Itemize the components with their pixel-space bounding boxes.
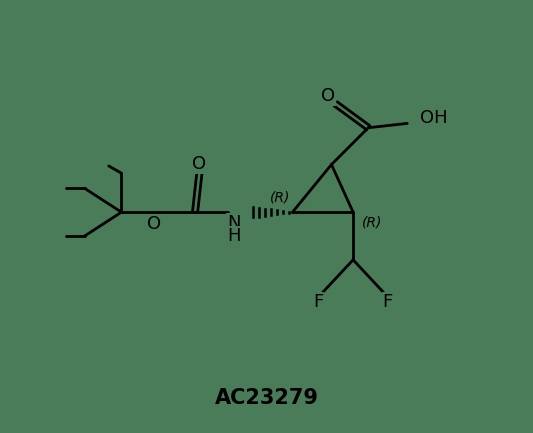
Text: OH: OH (420, 109, 448, 127)
Text: O: O (192, 155, 206, 173)
Text: F: F (383, 293, 393, 311)
Text: F: F (313, 293, 324, 311)
Text: AC23279: AC23279 (214, 388, 319, 408)
Text: O: O (147, 215, 161, 233)
Text: H: H (227, 227, 241, 245)
Text: (R): (R) (270, 190, 290, 204)
Text: (R): (R) (362, 216, 383, 230)
Text: O: O (321, 87, 335, 105)
Text: N: N (227, 214, 241, 232)
